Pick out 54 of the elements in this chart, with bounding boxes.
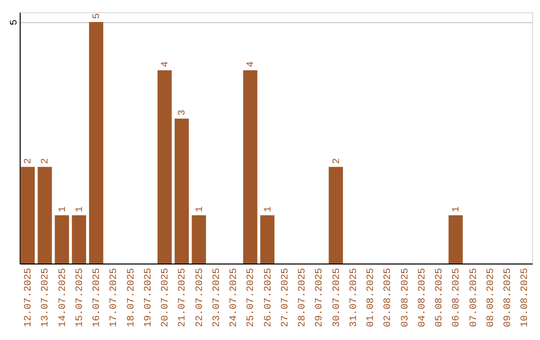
x-tick-label: 06.08.2025 bbox=[450, 268, 462, 328]
data-label: 1 bbox=[74, 206, 85, 212]
x-tick-label: 21.07.2025 bbox=[176, 268, 188, 328]
x-tick-label: 03.08.2025 bbox=[399, 268, 410, 328]
data-label: 4 bbox=[160, 61, 171, 68]
x-tick-label: 27.07.2025 bbox=[279, 268, 290, 328]
data-label: 1 bbox=[194, 206, 205, 212]
x-tick-label: 13.07.2025 bbox=[40, 268, 51, 328]
x-tick-label: 04.08.2025 bbox=[416, 268, 428, 328]
bar bbox=[448, 215, 463, 264]
x-tick-label: 25.07.2025 bbox=[245, 268, 256, 328]
x-tick-label: 26.07.2025 bbox=[262, 268, 274, 328]
bar bbox=[54, 215, 70, 264]
bar bbox=[38, 166, 52, 264]
x-tick-label: 14.07.2025 bbox=[56, 268, 68, 328]
bar bbox=[20, 166, 35, 264]
x-tick-label: 15.07.2025 bbox=[74, 268, 85, 328]
x-tick-label: 22.07.2025 bbox=[194, 268, 205, 328]
x-tick-label: 10.08.2025 bbox=[519, 268, 530, 328]
data-label: 1 bbox=[56, 206, 68, 212]
x-tick-label: 29.07.2025 bbox=[314, 268, 325, 328]
x-tick-label: 01.08.2025 bbox=[365, 268, 376, 328]
x-tick-label: 20.07.2025 bbox=[160, 268, 171, 328]
x-tick-label: 30.07.2025 bbox=[330, 268, 342, 328]
x-tick-label: 31.07.2025 bbox=[348, 268, 359, 328]
bar bbox=[328, 166, 343, 264]
x-tick-label: 12.07.2025 bbox=[22, 268, 34, 328]
x-tick-label: 28.07.2025 bbox=[296, 268, 308, 328]
x-tick-label: 08.08.2025 bbox=[484, 268, 496, 328]
data-label: 2 bbox=[40, 158, 51, 164]
x-tick-label: 09.08.2025 bbox=[502, 268, 513, 328]
x-tick-label: 16.07.2025 bbox=[91, 268, 102, 328]
bar bbox=[192, 215, 206, 264]
data-label: 5 bbox=[91, 12, 102, 19]
data-label: 2 bbox=[330, 158, 342, 164]
x-tick-label: 05.08.2025 bbox=[434, 268, 445, 328]
x-tick-label: 24.07.2025 bbox=[228, 268, 240, 328]
x-tick-label: 19.07.2025 bbox=[142, 268, 154, 328]
x-tick-label: 23.07.2025 bbox=[210, 268, 222, 328]
x-tick-label: 02.08.2025 bbox=[382, 268, 394, 328]
bar bbox=[89, 22, 104, 264]
x-tick-label: 07.08.2025 bbox=[468, 268, 479, 328]
data-label: 1 bbox=[450, 206, 462, 212]
bar bbox=[260, 215, 274, 264]
bar bbox=[243, 70, 258, 264]
bar bbox=[174, 118, 189, 264]
data-label: 1 bbox=[262, 206, 274, 212]
bar bbox=[158, 70, 172, 264]
bar bbox=[72, 215, 86, 264]
x-tick-label: 17.07.2025 bbox=[108, 268, 120, 328]
data-label: 3 bbox=[176, 110, 188, 116]
data-label: 2 bbox=[22, 158, 34, 164]
x-tick-label: 18.07.2025 bbox=[125, 268, 136, 328]
data-label: 4 bbox=[245, 61, 256, 68]
